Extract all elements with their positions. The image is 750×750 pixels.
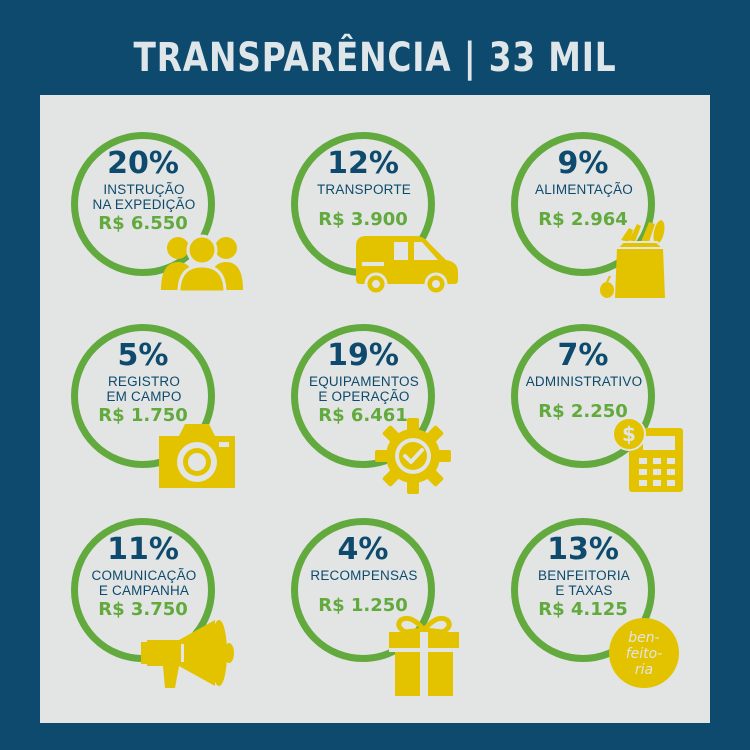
budget-item-alimentacao: 9% ALIMENTAÇÃO R$ 2.964 — [509, 122, 709, 322]
ring — [71, 132, 215, 276]
benfeitoria-logo: ben- feito- ria — [609, 618, 679, 688]
budget-item-administrativo: 7% ADMINISTRATIVO R$ 2.250 $ — [509, 314, 709, 514]
label-line-1: INSTRUÇÃO — [103, 182, 185, 197]
gear-check-icon — [375, 418, 451, 494]
label-line-1: EQUIPAMENTOS — [309, 374, 419, 389]
svg-text:ben-: ben- — [628, 630, 659, 646]
label-line-2: E CAMPANHA — [98, 583, 190, 598]
percent: 9% — [557, 146, 609, 181]
percent: 12% — [327, 146, 399, 181]
percent: 4% — [337, 532, 389, 567]
budget-item-comunicacao: 11% COMUNICAÇÃO E CAMPANHA R$ 3.750 — [69, 508, 269, 708]
svg-text:$: $ — [622, 422, 636, 446]
label-line-1: ADMINISTRATIVO — [525, 374, 643, 389]
budget-item-instrucao: 20% INSTRUÇÃO NA EXPEDIÇÃO R$ 6.550 — [69, 122, 269, 322]
label-line-1: BENFEITORIA — [538, 568, 630, 583]
amount: R$ 6.550 — [98, 213, 188, 234]
content-panel: 20% INSTRUÇÃO NA EXPEDIÇÃO R$ 6.550 12% … — [40, 95, 710, 723]
amount: R$ 3.900 — [318, 209, 408, 230]
amount: R$ 4.125 — [538, 599, 628, 620]
ring — [291, 518, 435, 662]
group-people-icon — [161, 230, 243, 292]
camera-icon — [155, 418, 239, 492]
percent: 19% — [327, 338, 399, 373]
amount: R$ 1.750 — [98, 405, 188, 426]
label-line-1: RECOMPENSAS — [310, 568, 418, 583]
van-icon — [352, 232, 462, 294]
amount: R$ 2.964 — [538, 209, 628, 230]
budget-item-transporte: 12% TRANSPORTE R$ 3.900 — [289, 122, 489, 322]
ring — [511, 324, 655, 468]
percent: 7% — [557, 338, 609, 373]
megaphone-icon — [139, 616, 235, 692]
percent: 13% — [547, 532, 619, 567]
budget-item-benfeitoria: 13% BENFEITORIA E TAXAS R$ 4.125 ben- fe… — [509, 508, 709, 708]
svg-text:feito-: feito- — [626, 646, 663, 662]
label-line-2: EM CAMPO — [106, 389, 182, 404]
calculator-dollar-icon: $ — [613, 414, 685, 494]
percent: 11% — [107, 532, 179, 567]
percent: 20% — [107, 146, 179, 181]
label-line-2: E OPERAÇÃO — [318, 389, 410, 404]
svg-text:ria: ria — [635, 662, 653, 678]
budget-item-recompensas: 4% RECOMPENSAS R$ 1.250 — [289, 508, 489, 708]
percent: 5% — [117, 338, 169, 373]
budget-item-registro: 5% REGISTRO EM CAMPO R$ 1.750 — [69, 314, 269, 514]
label-line-1: REGISTRO — [107, 374, 181, 389]
label-line-2: NA EXPEDIÇÃO — [92, 197, 196, 212]
budget-item-equipamentos: 19% EQUIPAMENTOS E OPERAÇÃO R$ 6.461 — [289, 314, 489, 514]
page-title: TRANSPARÊNCIA | 33 MIL — [133, 35, 617, 81]
label-line-2: E TAXAS — [555, 583, 613, 598]
ring — [511, 132, 655, 276]
amount: R$ 2.250 — [538, 401, 628, 422]
amount: R$ 3.750 — [98, 599, 188, 620]
amount: R$ 6.461 — [318, 405, 408, 426]
label-line-1: COMUNICAÇÃO — [91, 568, 197, 583]
ring — [511, 518, 655, 662]
ring — [291, 324, 435, 468]
gift-icon — [387, 614, 461, 698]
grocery-bag-icon — [599, 218, 675, 302]
amount: R$ 1.250 — [318, 595, 408, 616]
label-line-1: ALIMENTAÇÃO — [535, 182, 633, 197]
ring — [71, 324, 215, 468]
label-line-1: TRANSPORTE — [316, 182, 411, 197]
